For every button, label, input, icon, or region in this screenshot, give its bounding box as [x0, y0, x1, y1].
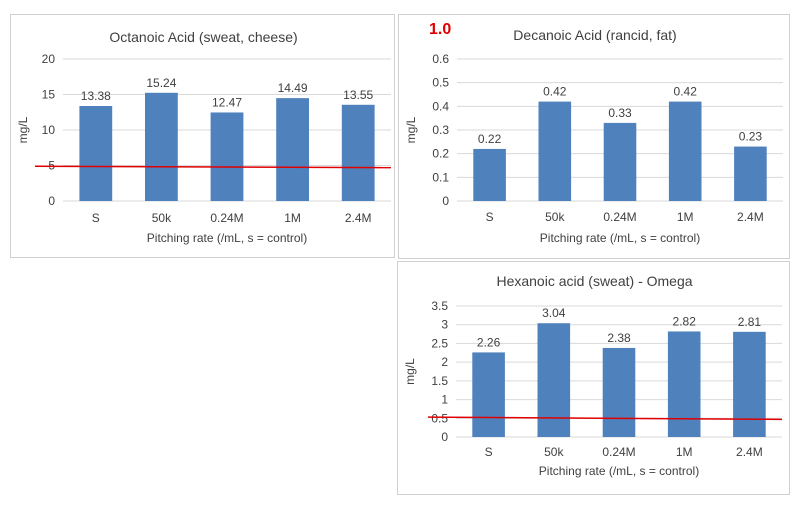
bar: [145, 92, 178, 201]
y-tick-label: 3.5: [431, 299, 448, 313]
y-tick-label: 0.5: [432, 76, 449, 90]
bar: [734, 146, 767, 201]
y-tick-label: 5: [48, 159, 55, 173]
bar: [668, 101, 702, 201]
x-tick-label: 1M: [676, 445, 693, 459]
data-label: 0.23: [739, 130, 763, 144]
x-tick-label: 1M: [284, 211, 301, 225]
bar: [537, 323, 571, 437]
y-tick-label: 20: [42, 52, 56, 66]
y-tick-label: 2: [441, 355, 448, 369]
data-label: 0.33: [608, 106, 632, 120]
x-tick-label: 0.24M: [603, 210, 636, 224]
x-axis-label: Pitching rate (/mL, s = control): [540, 231, 700, 245]
y-tick-label: 0.6: [432, 52, 449, 66]
y-tick-label: 1.5: [431, 374, 448, 388]
bar: [602, 347, 636, 437]
bar: [603, 122, 637, 201]
chart-title: Octanoic Acid (sweat, cheese): [109, 29, 297, 45]
red-annotation-label: 1.0: [429, 21, 452, 38]
data-label: 12.47: [212, 95, 242, 109]
y-tick-label: 2.5: [431, 336, 448, 350]
data-label: 2.81: [738, 315, 762, 329]
y-tick-label: 0.5: [431, 411, 448, 425]
octanoic-acid-chart-svg: Octanoic Acid (sweat, cheese) 0 5 10 15 20 mg/…: [16, 29, 392, 245]
y-axis-label: mg/L: [403, 358, 417, 385]
bar: [667, 331, 701, 437]
threshold-line: [427, 416, 783, 421]
data-label: 2.38: [607, 331, 631, 345]
y-tick-label: 0.1: [432, 170, 449, 184]
x-axis-label: Pitching rate (/mL, s = control): [539, 464, 699, 478]
data-label: 13.38: [81, 89, 111, 103]
x-tick-label: 1M: [677, 210, 694, 224]
bar: [472, 352, 505, 437]
x-tick-label: 50k: [544, 445, 564, 459]
data-label: 3.04: [542, 306, 566, 320]
data-label: 2.82: [673, 314, 697, 328]
hexanoic-acid-chart-svg: Hexanoic acid (sweat) - Omega 0 0.5 1 1.5 2 2.…: [403, 273, 783, 478]
chart-title: Decanoic Acid (rancid, fat): [513, 27, 676, 43]
data-label: 13.55: [343, 88, 373, 102]
x-tick-label: 50k: [152, 211, 172, 225]
y-axis-label: mg/L: [404, 116, 418, 143]
y-tick-label: 0: [441, 430, 448, 444]
y-tick-label: 15: [42, 88, 56, 102]
y-tick-label: 3: [441, 318, 448, 332]
x-axis-label: Pitching rate (/mL, s = control): [147, 231, 307, 245]
data-label: 2.26: [477, 335, 501, 349]
x-tick-label: S: [486, 210, 494, 224]
x-tick-label: 0.24M: [210, 211, 243, 225]
data-label: 15.24: [146, 76, 176, 90]
decanoic-acid-chart: Decanoic Acid (rancid, fat) 0 0.1 0.2 0.3 0.4…: [398, 14, 790, 259]
bar: [733, 331, 766, 437]
data-label: 14.49: [278, 81, 308, 95]
threshold-line: [34, 165, 392, 169]
y-tick-label: 0: [48, 194, 55, 208]
x-tick-label: S: [485, 445, 493, 459]
y-tick-label: 10: [42, 123, 56, 137]
y-axis-label: mg/L: [16, 116, 30, 143]
octanoic-acid-chart: Octanoic Acid (sweat, cheese) 0 5 10 15 20 mg/…: [10, 14, 395, 258]
bar: [210, 112, 244, 201]
x-tick-label: 2.4M: [737, 210, 764, 224]
bar: [538, 101, 572, 201]
y-tick-label: 0.2: [432, 147, 449, 161]
decanoic-acid-chart-svg: Decanoic Acid (rancid, fat) 0 0.1 0.2 0.3 0.4…: [404, 27, 783, 245]
y-tick-label: 0.4: [432, 99, 449, 113]
hexanoic-acid-chart: Hexanoic acid (sweat) - Omega 0 0.5 1 1.5 2 2.…: [397, 261, 790, 495]
bar: [79, 106, 113, 201]
data-label: 0.42: [674, 85, 698, 99]
bar: [473, 148, 506, 201]
y-tick-label: 0.3: [432, 123, 449, 137]
bar: [341, 104, 375, 201]
y-tick-label: 1: [441, 393, 448, 407]
x-tick-label: 2.4M: [345, 211, 372, 225]
data-label: 0.42: [543, 85, 567, 99]
x-tick-label: 0.24M: [602, 445, 635, 459]
x-tick-label: S: [92, 211, 100, 225]
bar: [276, 98, 309, 201]
x-tick-label: 50k: [545, 210, 565, 224]
x-tick-label: 2.4M: [736, 445, 763, 459]
data-label: 0.22: [478, 132, 502, 146]
y-tick-label: 0: [442, 194, 449, 208]
chart-title: Hexanoic acid (sweat) - Omega: [496, 273, 692, 289]
